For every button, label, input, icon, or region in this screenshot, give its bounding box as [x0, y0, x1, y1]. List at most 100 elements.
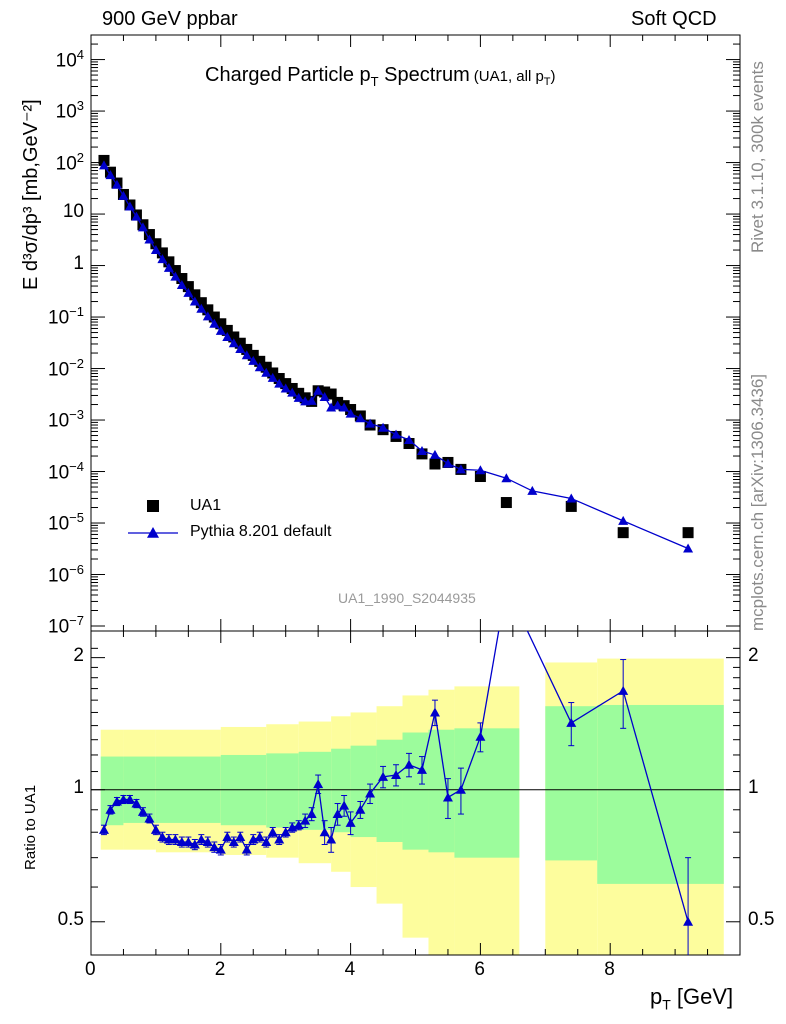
ratio-point [339, 800, 350, 810]
header-right: Soft QCD [631, 8, 717, 30]
ratio-point [287, 822, 298, 832]
header-left: 900 GeV ppbar [102, 8, 238, 30]
x-tick-label: 2 [214, 959, 226, 980]
ratio-point [313, 779, 324, 789]
chart-title-tail: Spectrum [378, 64, 470, 86]
ratio-point [215, 844, 226, 854]
pythia-point [189, 296, 200, 306]
ratio-y-tick-label-right: 1 [748, 776, 759, 798]
pythia-point [176, 279, 187, 289]
pythia-point [267, 372, 278, 382]
x-tick-label: 6 [474, 959, 485, 980]
y-tick-label: 1 [73, 252, 84, 274]
ratio-point [442, 792, 453, 802]
band-inner [597, 704, 724, 884]
pythia-point [475, 465, 486, 475]
ratio-point [300, 815, 311, 825]
chart-title-main: Charged Particle p [205, 64, 371, 86]
y-tick-label: 10−3 [48, 407, 84, 432]
ratio-point [293, 820, 304, 830]
chart-title-sub: T [370, 74, 379, 89]
pythia-point [228, 338, 239, 348]
ua1-point [500, 497, 512, 509]
pythia-point [241, 350, 252, 360]
y-tick-label: 10−1 [48, 304, 84, 329]
ratio-point [274, 834, 285, 844]
ratio-point [202, 836, 213, 846]
pythia-point [124, 201, 135, 211]
ratio-y-tick-label: 2 [73, 644, 84, 666]
pythia-point [183, 287, 194, 297]
ua1-point [241, 343, 253, 355]
pythia-point [416, 446, 427, 456]
ratio-y-tick-label-right: 2 [748, 644, 759, 666]
x-axis-label: pT [GeV] [650, 984, 733, 1012]
x-axis-label-main: p [650, 984, 663, 1009]
pythia-point [261, 367, 272, 377]
ratio-point [150, 824, 161, 834]
pythia-point [345, 408, 356, 418]
ua1-point [202, 304, 214, 316]
chart-title-extra-tail: ) [550, 68, 556, 85]
ratio-point [455, 784, 466, 794]
ratio-point [391, 770, 402, 780]
x-axis-label-sub: T [662, 996, 671, 1013]
pythia-point [163, 262, 174, 272]
pythia-point [222, 331, 233, 341]
pythia-point [157, 254, 168, 264]
pythia-point [248, 355, 259, 365]
ua1-point [221, 324, 233, 336]
ratio-point [196, 834, 207, 844]
axis-ticks [90, 34, 740, 955]
ratio-point [189, 839, 200, 849]
ratio-point [332, 809, 343, 819]
ratio-y-tick-label: 0.5 [57, 908, 84, 930]
pythia-point [150, 245, 161, 255]
band-inner [100, 756, 124, 826]
pythia-point [501, 473, 512, 483]
y-tick-label: 10−7 [48, 613, 84, 638]
pythia-point [215, 325, 226, 335]
ratio-point [248, 834, 259, 844]
ratio-point [222, 832, 233, 842]
band-inner [266, 753, 299, 828]
ua1-point [208, 311, 220, 323]
pythia-point [105, 170, 116, 180]
pythia-point [137, 222, 148, 232]
band-inner [376, 739, 403, 842]
legend-marker-ua1 [147, 500, 159, 512]
ratio-point [355, 804, 366, 814]
ratio-point [261, 836, 272, 846]
ratio-point [170, 834, 181, 844]
chart-title-extra-sub: T [543, 76, 551, 88]
pythia-point [455, 464, 466, 474]
ratio-point [118, 794, 129, 804]
ratio-point [144, 813, 155, 823]
data-series [98, 154, 694, 955]
pythia-point [355, 413, 366, 423]
ua1-point [150, 238, 162, 250]
ua1-point [234, 337, 246, 349]
pythia-point [429, 449, 440, 459]
ratio-point [404, 759, 415, 769]
y-tick-label: 10 [62, 201, 84, 223]
pythia-point [566, 493, 577, 503]
ua1-point [189, 289, 201, 301]
ua1-point [195, 297, 207, 309]
ua1-point [247, 349, 259, 361]
band-inner [428, 729, 455, 853]
ratio-point [429, 707, 440, 717]
pythia-point [196, 303, 207, 313]
ratio-point [501, 582, 511, 591]
pythia-point [274, 378, 285, 388]
pythia-point [527, 485, 538, 495]
pythia-point [618, 515, 629, 525]
pythia-point [339, 402, 350, 412]
ua1-point [429, 458, 441, 470]
pythia-point [235, 343, 246, 353]
ratio-series [98, 582, 694, 955]
ua1-point [325, 388, 337, 400]
ratio-point [566, 717, 577, 727]
x-tick-label: 4 [344, 959, 356, 980]
